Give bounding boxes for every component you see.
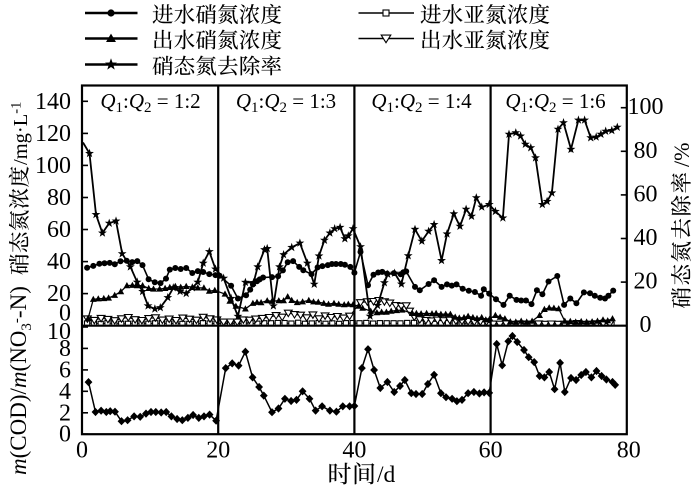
- svg-text:4: 4: [59, 379, 71, 405]
- svg-text:/d: /d: [377, 462, 396, 488]
- svg-text:0: 0: [59, 422, 71, 448]
- svg-text:10: 10: [47, 319, 71, 345]
- svg-text:0: 0: [640, 312, 652, 338]
- svg-text:120: 120: [35, 121, 71, 147]
- svg-text:m(COD)/m(NO3--N): m(COD)/m(NO3--N): [6, 286, 35, 475]
- svg-text:0: 0: [76, 438, 88, 464]
- svg-text:Q1:Q2 = 1:2: Q1:Q2 = 1:2: [100, 89, 200, 116]
- svg-text:Q1:Q2 = 1:3: Q1:Q2 = 1:3: [236, 89, 336, 116]
- svg-text:40: 40: [634, 225, 658, 251]
- svg-text:20: 20: [47, 281, 71, 307]
- svg-text:100: 100: [628, 94, 664, 120]
- svg-text:/%: /%: [669, 143, 694, 167]
- svg-text:8: 8: [59, 336, 71, 362]
- svg-text:80: 80: [617, 438, 641, 464]
- svg-text:100: 100: [35, 153, 71, 179]
- svg-text:20: 20: [634, 269, 658, 295]
- svg-text:/mg·L-1: /mg·L-1: [9, 102, 33, 165]
- svg-text:60: 60: [634, 181, 658, 207]
- svg-text:20: 20: [206, 438, 230, 464]
- svg-text:0: 0: [59, 301, 71, 327]
- svg-text:80: 80: [47, 185, 71, 211]
- svg-text:Q1:Q2 = 1:4: Q1:Q2 = 1:4: [371, 89, 472, 116]
- svg-text:Q1:Q2 = 1:6: Q1:Q2 = 1:6: [505, 89, 605, 116]
- svg-text:80: 80: [634, 138, 658, 164]
- svg-text:60: 60: [47, 217, 71, 243]
- svg-text:2: 2: [59, 400, 71, 426]
- svg-text:40: 40: [47, 249, 71, 275]
- svg-text:140: 140: [35, 89, 71, 115]
- svg-text:60: 60: [479, 438, 503, 464]
- svg-text:6: 6: [59, 357, 71, 383]
- svg-text:40: 40: [342, 438, 366, 464]
